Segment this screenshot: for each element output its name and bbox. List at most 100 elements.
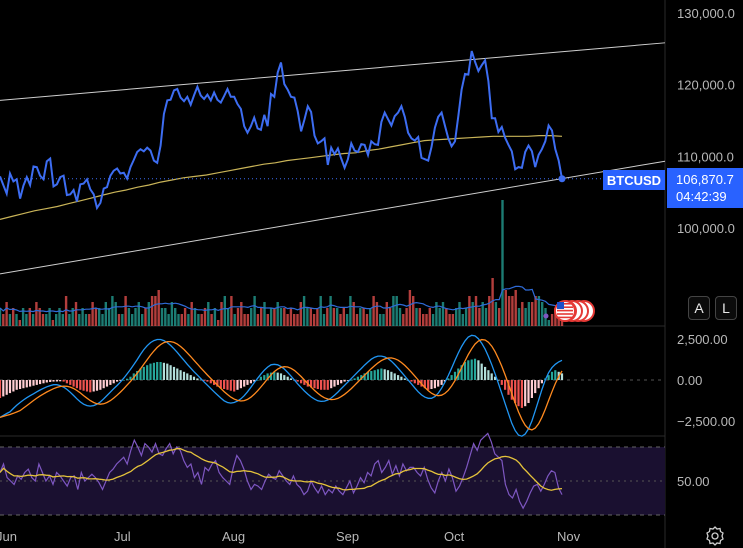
auto-scale-button[interactable]: A bbox=[688, 296, 710, 320]
macd-axis-tick-label: 0.00 bbox=[677, 373, 702, 388]
volume-bar bbox=[193, 308, 197, 326]
macd-histogram-bar bbox=[450, 375, 453, 380]
volume-bar bbox=[101, 314, 104, 326]
macd-histogram-bar bbox=[440, 380, 443, 385]
volume-bar bbox=[312, 314, 316, 326]
volume-bar bbox=[250, 308, 253, 326]
flag-stripe bbox=[557, 303, 573, 305]
macd-histogram-bar bbox=[333, 380, 336, 387]
macd-histogram-bar bbox=[403, 378, 406, 380]
macd-histogram-bar bbox=[209, 380, 212, 384]
macd-pane bbox=[0, 334, 665, 437]
rsi-band-fill bbox=[0, 447, 665, 515]
volume-bar bbox=[117, 314, 121, 326]
macd-histogram-bar bbox=[390, 371, 393, 380]
macd-histogram-bar bbox=[152, 362, 155, 380]
macd-histogram-bar bbox=[510, 380, 513, 400]
volume-bar bbox=[283, 308, 286, 326]
volume-bar bbox=[388, 308, 392, 326]
macd-signal-line bbox=[0, 338, 563, 431]
volume-bar bbox=[98, 308, 101, 326]
macd-histogram-bar bbox=[159, 362, 162, 380]
macd-histogram-bar bbox=[199, 379, 202, 381]
macd-histogram-bar bbox=[326, 380, 329, 390]
price-line bbox=[0, 50, 563, 211]
macd-histogram-bar bbox=[410, 380, 413, 382]
macd-histogram-bar bbox=[383, 369, 386, 380]
volume-bar bbox=[494, 302, 498, 326]
volume-bar bbox=[501, 200, 504, 326]
volume-bar bbox=[266, 314, 269, 326]
volume-bar bbox=[431, 314, 435, 326]
macd-histogram-bar bbox=[196, 378, 199, 380]
macd-histogram-bar bbox=[203, 380, 206, 381]
macd-histogram-bar bbox=[263, 375, 266, 380]
settings-gear-icon[interactable] bbox=[705, 526, 725, 546]
volume-bar bbox=[461, 314, 464, 326]
volume-bar bbox=[104, 302, 107, 326]
macd-histogram-bar bbox=[52, 380, 55, 382]
macd-histogram-bar bbox=[85, 380, 89, 392]
volume-bar bbox=[134, 308, 137, 326]
macd-histogram-bar bbox=[276, 372, 279, 380]
event-markers[interactable] bbox=[543, 300, 595, 322]
volume-bar bbox=[273, 308, 276, 326]
volume-bar bbox=[240, 302, 243, 326]
macd-histogram-bar bbox=[524, 380, 527, 407]
log-scale-button[interactable]: L bbox=[715, 296, 737, 320]
macd-histogram-bar bbox=[206, 380, 209, 382]
macd-histogram-bar bbox=[229, 380, 232, 391]
volume-moving-average-line bbox=[0, 285, 563, 313]
macd-histogram-bar bbox=[55, 380, 58, 382]
volume-bar bbox=[428, 308, 431, 326]
volume-bar bbox=[448, 314, 451, 326]
macd-histogram-bar bbox=[189, 375, 192, 380]
macd-histogram-bar bbox=[12, 380, 15, 392]
macd-histogram-bar bbox=[129, 376, 132, 380]
macd-histogram-bar bbox=[316, 380, 319, 389]
volume-bar bbox=[521, 302, 524, 326]
volume-bar bbox=[369, 308, 372, 326]
volume-bar bbox=[197, 314, 200, 326]
volume-bar bbox=[438, 308, 441, 326]
macd-histogram-bar bbox=[256, 380, 259, 381]
volume-bar bbox=[445, 308, 448, 326]
macd-histogram-bar bbox=[179, 370, 182, 380]
volume-bar bbox=[233, 314, 236, 326]
macd-histogram-bar bbox=[45, 380, 48, 383]
time-axis-tick-label: Jul bbox=[114, 529, 131, 544]
volume-bars bbox=[0, 200, 564, 326]
macd-histogram-bar bbox=[560, 373, 564, 380]
macd-histogram-bar bbox=[494, 376, 497, 380]
volume-bar bbox=[322, 314, 326, 326]
macd-histogram-bar bbox=[397, 375, 400, 380]
macd-histogram-bar bbox=[92, 380, 95, 392]
trend-channel[interactable] bbox=[0, 42, 666, 275]
volume-bar bbox=[316, 308, 319, 326]
volume-bar bbox=[418, 308, 421, 326]
volume-bar bbox=[150, 296, 154, 326]
volume-bar bbox=[484, 308, 488, 326]
macd-histogram-bar bbox=[253, 380, 256, 382]
macd-histogram-bar bbox=[246, 380, 249, 385]
volume-bar bbox=[78, 314, 81, 326]
macd-histogram-bar bbox=[239, 380, 242, 389]
volume-bar bbox=[514, 290, 517, 326]
macd-histogram-bar bbox=[289, 378, 293, 380]
volume-bar bbox=[345, 314, 349, 326]
macd-histogram-bar bbox=[219, 380, 222, 389]
macd-histogram-bar bbox=[447, 378, 450, 380]
volume-bar bbox=[114, 302, 117, 326]
volume-bar bbox=[468, 296, 471, 326]
volume-bar bbox=[422, 314, 425, 326]
volume-bar bbox=[91, 302, 94, 326]
macd-histogram-bar bbox=[417, 380, 420, 385]
volume-bar bbox=[309, 308, 312, 326]
macd-histogram-bar bbox=[353, 378, 356, 380]
volume-bar bbox=[2, 314, 5, 326]
macd-histogram-bar bbox=[437, 380, 440, 387]
macd-histogram-bar bbox=[15, 380, 18, 390]
macd-histogram-bar bbox=[79, 380, 82, 390]
volume-bar bbox=[18, 320, 21, 326]
